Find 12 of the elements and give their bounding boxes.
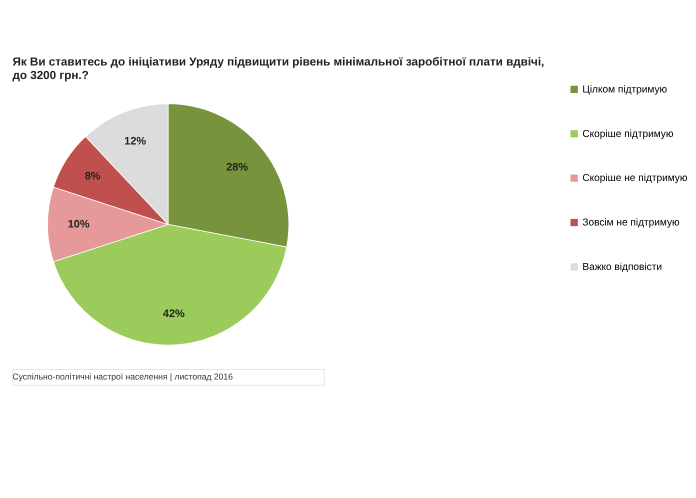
data-label: 42% [162,308,185,320]
legend-label: Цілком підтримую [582,84,668,96]
text: Суспільно-політичні настрої населення | листопад 2016 [12,371,234,382]
legend-label: Важко відповісти [582,262,662,273]
chart-title: Як Ви ставитесь до ініціативи Уряду підвищити рівень мінімальної заробітної плати вдвічі, до 3200 грн.? [12,56,544,82]
data-label: 12% [124,135,146,148]
data-label: 10% [68,218,90,231]
legend-label: Скоріше не підтримую [582,173,688,184]
data-label: 8% [84,170,101,183]
data-label: 28% [226,161,248,174]
legend-label: Скоріше підтримую [582,128,674,140]
legend-label: Зовсім не підтримую [582,218,680,229]
